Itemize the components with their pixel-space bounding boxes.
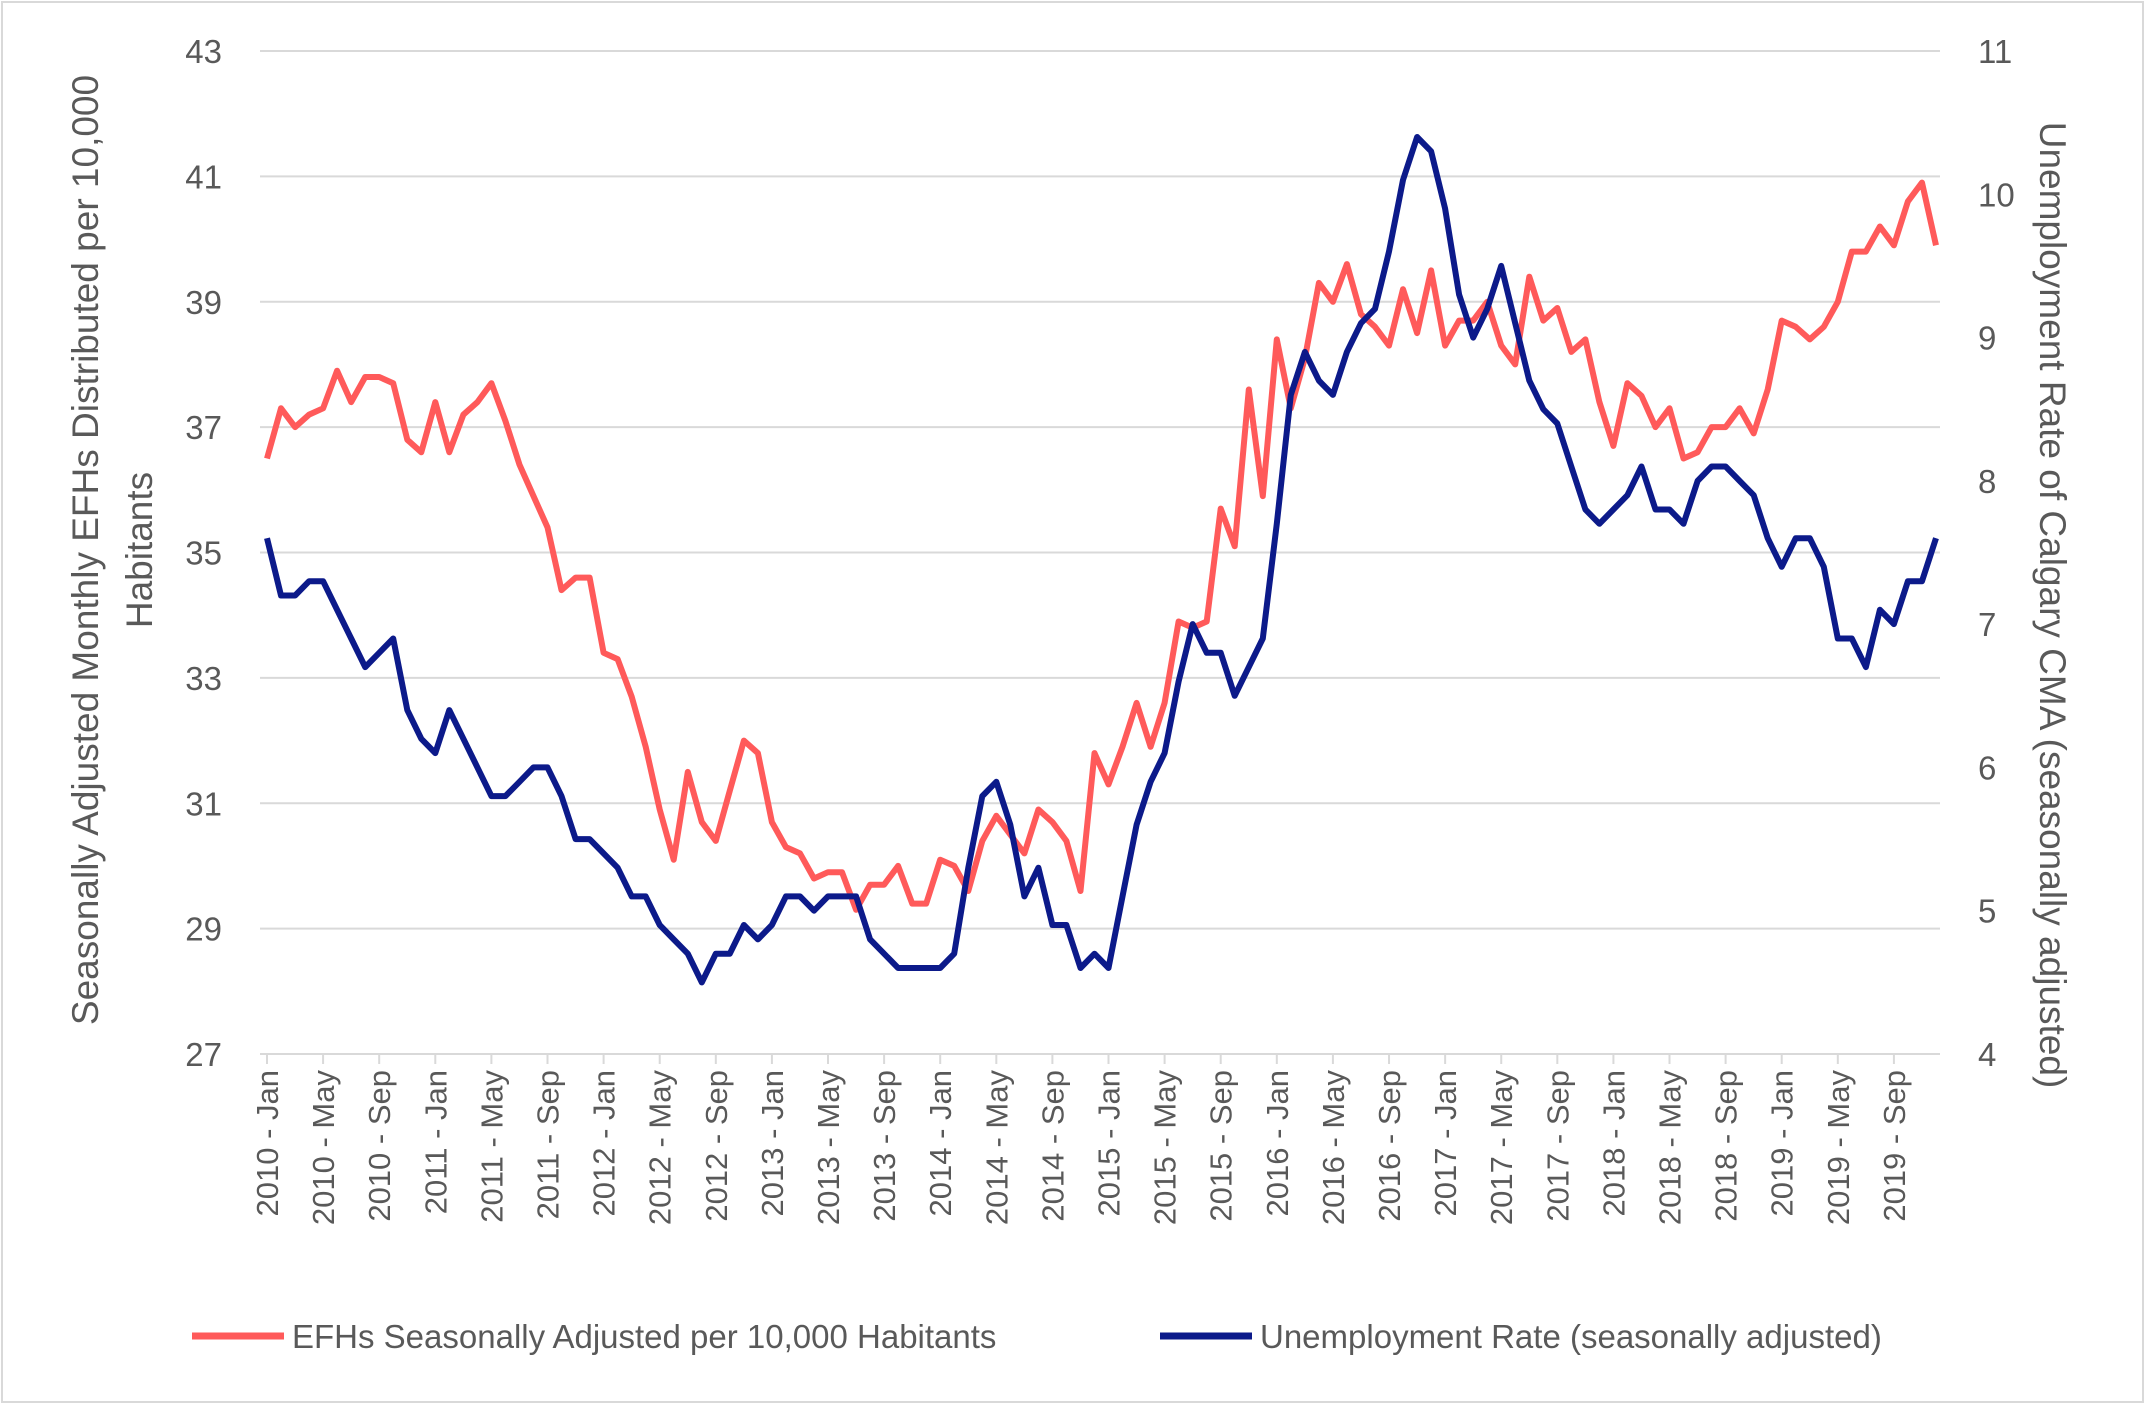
left-y-axis-ticks: 27 29 31 33 35 37 39 41 43 xyxy=(185,33,222,1073)
x-tick-label: 2019 - Sep xyxy=(1877,1070,1912,1222)
left-tick-label: 39 xyxy=(185,284,222,321)
efh-series-line xyxy=(264,179,1939,913)
x-tick-label: 2014 - May xyxy=(979,1070,1014,1226)
right-tick-label: 9 xyxy=(1978,320,1996,357)
x-tick-label: 2018 - Jan xyxy=(1596,1070,1631,1217)
left-tick-label: 33 xyxy=(185,660,222,697)
series-lines xyxy=(264,134,1939,986)
x-tick-label: 2012 - May xyxy=(643,1070,678,1226)
x-tick-label: 2015 - Sep xyxy=(1204,1070,1239,1222)
right-tick-label: 11 xyxy=(1978,33,2012,70)
legend-label-efh: EFHs Seasonally Adjusted per 10,000 Habi… xyxy=(292,1318,996,1355)
x-tick-label: 2016 - Jan xyxy=(1260,1070,1295,1217)
legend: EFHs Seasonally Adjusted per 10,000 Habi… xyxy=(192,1318,1882,1355)
x-tick-label: 2010 - Sep xyxy=(362,1070,397,1222)
x-tick-label: 2015 - May xyxy=(1148,1070,1183,1226)
x-tick-label: 2017 - Jan xyxy=(1428,1070,1463,1217)
left-tick-label: 35 xyxy=(185,535,222,572)
x-tick-label: 2011 - Jan xyxy=(418,1070,453,1214)
right-tick-label: 8 xyxy=(1978,463,1996,500)
x-tick-label: 2011 - May xyxy=(474,1070,509,1223)
right-tick-label: 7 xyxy=(1978,606,1996,643)
right-tick-label: 10 xyxy=(1978,176,2015,213)
x-tick-label: 2010 - Jan xyxy=(250,1070,285,1217)
left-tick-label: 31 xyxy=(185,785,222,822)
right-tick-label: 4 xyxy=(1978,1036,1996,1073)
x-tick-label: 2018 - May xyxy=(1653,1070,1688,1226)
right-tick-label: 6 xyxy=(1978,749,1996,786)
left-axis-title-line2: Habitants xyxy=(119,472,160,628)
left-tick-label: 41 xyxy=(185,158,222,195)
x-tick-label: 2019 - May xyxy=(1821,1070,1856,1226)
x-tick-label: 2012 - Sep xyxy=(699,1070,734,1222)
left-tick-label: 29 xyxy=(185,911,222,948)
right-axis-title: Unemployment Rate of Calgary CMA (season… xyxy=(2032,122,2073,1089)
x-tick-label: 2017 - May xyxy=(1484,1070,1519,1226)
x-tick-label: 2014 - Jan xyxy=(923,1070,958,1217)
x-tick-label: 2010 - May xyxy=(306,1070,341,1226)
right-tick-label: 5 xyxy=(1978,893,1996,930)
x-tick-label: 2013 - Jan xyxy=(755,1070,790,1217)
x-axis-ticks: 2010 - Jan 2010 - May 2010 - Sep 2011 - Jan… xyxy=(250,1054,1912,1225)
left-axis-title-line1: Seasonally Adjusted Monthly EFHs Distrib… xyxy=(65,75,106,1025)
left-tick-label: 27 xyxy=(185,1036,222,1073)
x-tick-label: 2013 - May xyxy=(811,1070,846,1226)
x-tick-label: 2016 - May xyxy=(1316,1070,1351,1226)
right-y-axis-ticks: 4 5 6 7 8 9 10 11 xyxy=(1978,33,2015,1073)
x-tick-label: 2015 - Jan xyxy=(1092,1070,1127,1217)
legend-label-unemployment: Unemployment Rate (seasonally adjusted) xyxy=(1260,1318,1882,1355)
x-tick-label: 2011 - Sep xyxy=(531,1070,566,1219)
left-tick-label: 37 xyxy=(185,409,222,446)
unemployment-series-line xyxy=(264,134,1939,986)
x-tick-label: 2016 - Sep xyxy=(1372,1070,1407,1222)
x-tick-label: 2012 - Jan xyxy=(587,1070,622,1217)
gridlines xyxy=(260,50,1940,930)
x-tick-label: 2014 - Sep xyxy=(1035,1070,1070,1222)
x-tick-label: 2013 - Sep xyxy=(867,1070,902,1222)
x-tick-label: 2018 - Sep xyxy=(1709,1070,1744,1222)
x-tick-label: 2019 - Jan xyxy=(1765,1070,1800,1217)
x-tick-label: 2017 - Sep xyxy=(1540,1070,1575,1222)
left-tick-label: 43 xyxy=(185,33,222,70)
